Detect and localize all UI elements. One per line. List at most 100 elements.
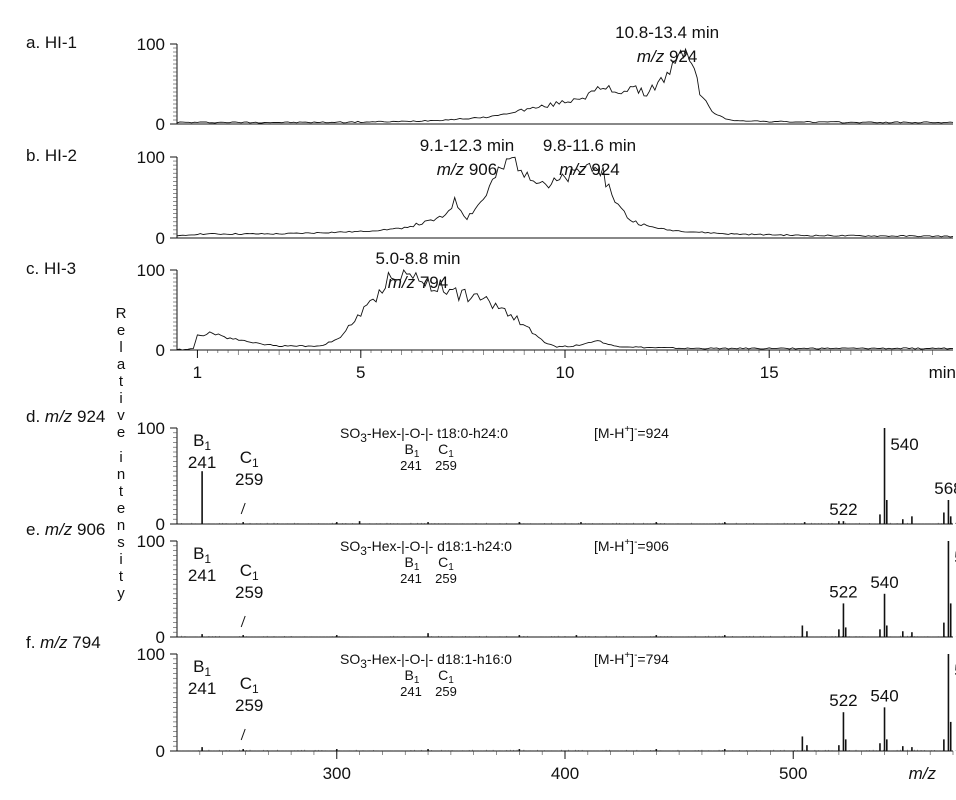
x-tick-label: 500 (779, 764, 807, 783)
ion-label: [M-H+]-=906 (594, 537, 669, 554)
formula-text: SO3-Hex-|-O-|- d18:1-h24:0 (340, 538, 512, 558)
formula-c-label: C1 (438, 667, 454, 686)
peak-label: 241 (188, 566, 216, 585)
panel-label: d. m/z 924 (26, 407, 105, 426)
peak-label: 540 (870, 573, 898, 592)
y-tick-label: 100 (137, 419, 165, 438)
y-axis-title-letter: n (117, 466, 125, 483)
x-tick-label: 400 (551, 764, 579, 783)
panel-label: a. HI-1 (26, 33, 77, 52)
fragment-c-label: C1 (240, 561, 259, 583)
formula-c-mz: 259 (435, 571, 457, 586)
formula-b-mz: 241 (400, 458, 422, 473)
y-tick-label: 0 (156, 742, 165, 761)
fragment-c-label: C1 (240, 448, 259, 470)
y-axis-title-letter: R (116, 305, 127, 322)
y-tick-label: 100 (137, 35, 165, 54)
y-axis-title-letter: n (117, 517, 125, 534)
panel-label: f. m/z 794 (26, 633, 101, 652)
trace-line (176, 47, 954, 124)
x-unit-label: m/z (909, 764, 937, 783)
trace-line (176, 269, 954, 351)
chromatogram-c: c. HI-3 100 0 5.0-8.8 min m/z 794 (26, 249, 954, 360)
x-tick-label: 5 (356, 363, 365, 382)
fragment-c-label: C1 (240, 674, 259, 696)
peak-label: 568 (934, 479, 956, 498)
formula-b-label: B1 (405, 441, 420, 460)
y-axis-title-letter: t (119, 373, 124, 390)
formula-b-label: B1 (405, 554, 420, 573)
annotation-0-mz: m/z 794 (388, 273, 448, 292)
annotation-1-mz: m/z 924 (559, 160, 619, 179)
y-axis-title-letter: a (117, 356, 126, 373)
formula-c-mz: 259 (435, 458, 457, 473)
annotation-0-time: 10.8-13.4 min (615, 23, 719, 42)
y-axis-title-letter: e (117, 322, 125, 339)
y-tick-label: 100 (137, 645, 165, 664)
formula-b-mz: 241 (400, 571, 422, 586)
peak-label: 241 (188, 453, 216, 472)
formula-c-label: C1 (438, 441, 454, 460)
peak-label: 540 (890, 435, 918, 454)
y-axis-title-letter: v (117, 407, 125, 424)
peak-label: 568 (954, 548, 956, 567)
formula-c-mz: 259 (435, 684, 457, 699)
peak-label: 568 (954, 661, 956, 680)
y-tick-label: 0 (156, 515, 165, 534)
peak-label: 241 (188, 679, 216, 698)
y-axis-title-letter: t (119, 483, 124, 500)
x-unit-label: min (929, 363, 956, 382)
peak-label: 540 (870, 686, 898, 705)
fragment-b-label: B1 (193, 544, 211, 566)
peak-label: 522 (829, 691, 857, 710)
formula-text: SO3-Hex-|-O-|- t18:0-h24:0 (340, 425, 508, 445)
annotation-0-mz: m/z 906 (437, 160, 497, 179)
fragment-marker (240, 615, 246, 628)
y-tick-label: 100 (137, 532, 165, 551)
fragment-marker (240, 502, 246, 515)
annotation-0-time: 9.1-12.3 min (420, 136, 515, 155)
peak-label: 522 (829, 500, 857, 519)
chromatogram-b: b. HI-2 100 0 9.1-12.3 min m/z 906 9.8-11.6 m… (26, 136, 954, 248)
trace-line (176, 156, 954, 238)
panel-label: c. HI-3 (26, 259, 76, 278)
ion-label: [M-H+]-=924 (594, 424, 669, 441)
x-tick-label: 10 (556, 363, 575, 382)
annotation-1-time: 9.8-11.6 min (543, 136, 636, 155)
y-axis-title-letter: y (117, 585, 125, 602)
x-tick-label: 300 (323, 764, 351, 783)
chromatogram-a: a. HI-1 100 0 10.8-13.4 min m/z 924 (26, 23, 954, 134)
y-axis-title-letter: s (117, 534, 125, 551)
peak-label: 259 (235, 470, 263, 489)
y-tick-label: 0 (156, 628, 165, 647)
formula-b-mz: 241 (400, 684, 422, 699)
y-axis-title-letter: e (117, 424, 125, 441)
panel-label: e. m/z 906 (26, 520, 105, 539)
annotation-0-mz: m/z 924 (637, 47, 697, 66)
ion-label: [M-H+]-=794 (594, 650, 669, 667)
y-tick-label: 0 (156, 229, 165, 248)
x-tick-label: 1 (193, 363, 202, 382)
formula-b-label: B1 (405, 667, 420, 686)
y-axis-title-letter: i (119, 449, 122, 466)
y-axis-title-letter: i (119, 551, 122, 568)
formula-c-label: C1 (438, 554, 454, 573)
y-tick-label: 100 (137, 148, 165, 167)
formula-text: SO3-Hex-|-O-|- d18:1-h16:0 (340, 651, 512, 671)
y-tick-label: 100 (137, 261, 165, 280)
annotation-0-time: 5.0-8.8 min (375, 249, 460, 268)
x-tick-label: 15 (760, 363, 779, 382)
panel-label: b. HI-2 (26, 146, 77, 165)
y-axis-title-letter: e (117, 500, 125, 517)
y-tick-label: 0 (156, 115, 165, 134)
y-axis-title-letter: t (119, 568, 124, 585)
peak-label: 522 (829, 582, 857, 601)
fragment-b-label: B1 (193, 431, 211, 453)
